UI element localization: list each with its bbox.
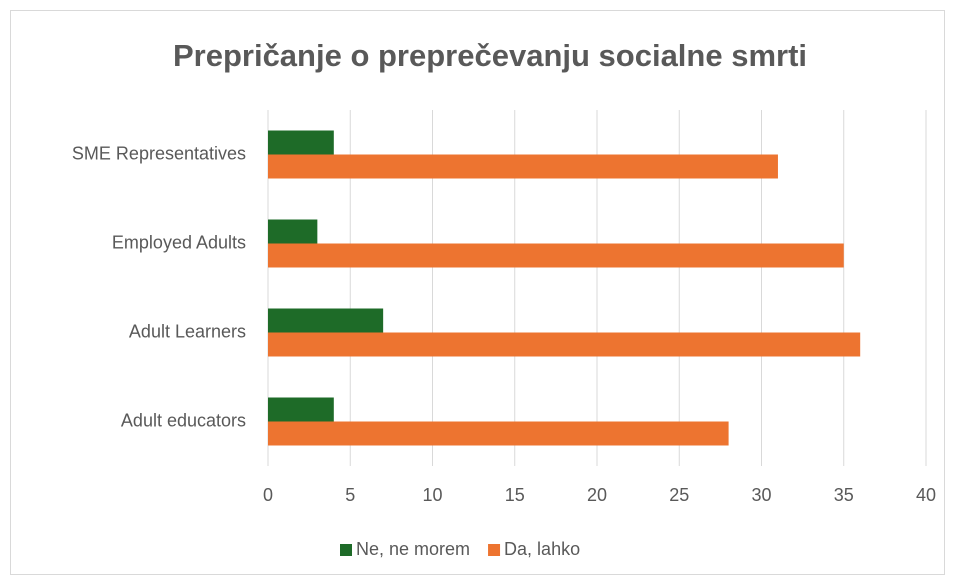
bar bbox=[268, 219, 318, 244]
legend-label: Ne, ne morem bbox=[356, 539, 470, 559]
legend-swatch bbox=[340, 544, 352, 556]
bar bbox=[268, 308, 384, 333]
y-tick-label: SME Representatives bbox=[72, 143, 246, 163]
y-tick-label: Adult educators bbox=[121, 410, 246, 430]
x-tick-label: 10 bbox=[422, 485, 442, 505]
legend-label: Da, lahko bbox=[504, 539, 580, 559]
x-tick-label: 40 bbox=[916, 485, 936, 505]
x-tick-label: 5 bbox=[345, 485, 355, 505]
chart-border bbox=[10, 10, 945, 575]
bar bbox=[268, 154, 778, 179]
x-tick-label: 0 bbox=[263, 485, 273, 505]
chart-title: Prepričanje o preprečevanju socialne smr… bbox=[173, 38, 807, 73]
bar bbox=[268, 130, 334, 155]
y-tick-label: Employed Adults bbox=[112, 232, 246, 252]
bar bbox=[268, 397, 334, 422]
x-tick-label: 20 bbox=[587, 485, 607, 505]
bar bbox=[268, 332, 861, 357]
x-tick-label: 15 bbox=[505, 485, 525, 505]
x-tick-label: 30 bbox=[751, 485, 771, 505]
bar bbox=[268, 421, 729, 446]
y-tick-label: Adult Learners bbox=[129, 321, 246, 341]
bar bbox=[268, 243, 844, 268]
x-tick-label: 35 bbox=[834, 485, 854, 505]
x-tick-label: 25 bbox=[669, 485, 689, 505]
legend-swatch bbox=[488, 544, 501, 556]
